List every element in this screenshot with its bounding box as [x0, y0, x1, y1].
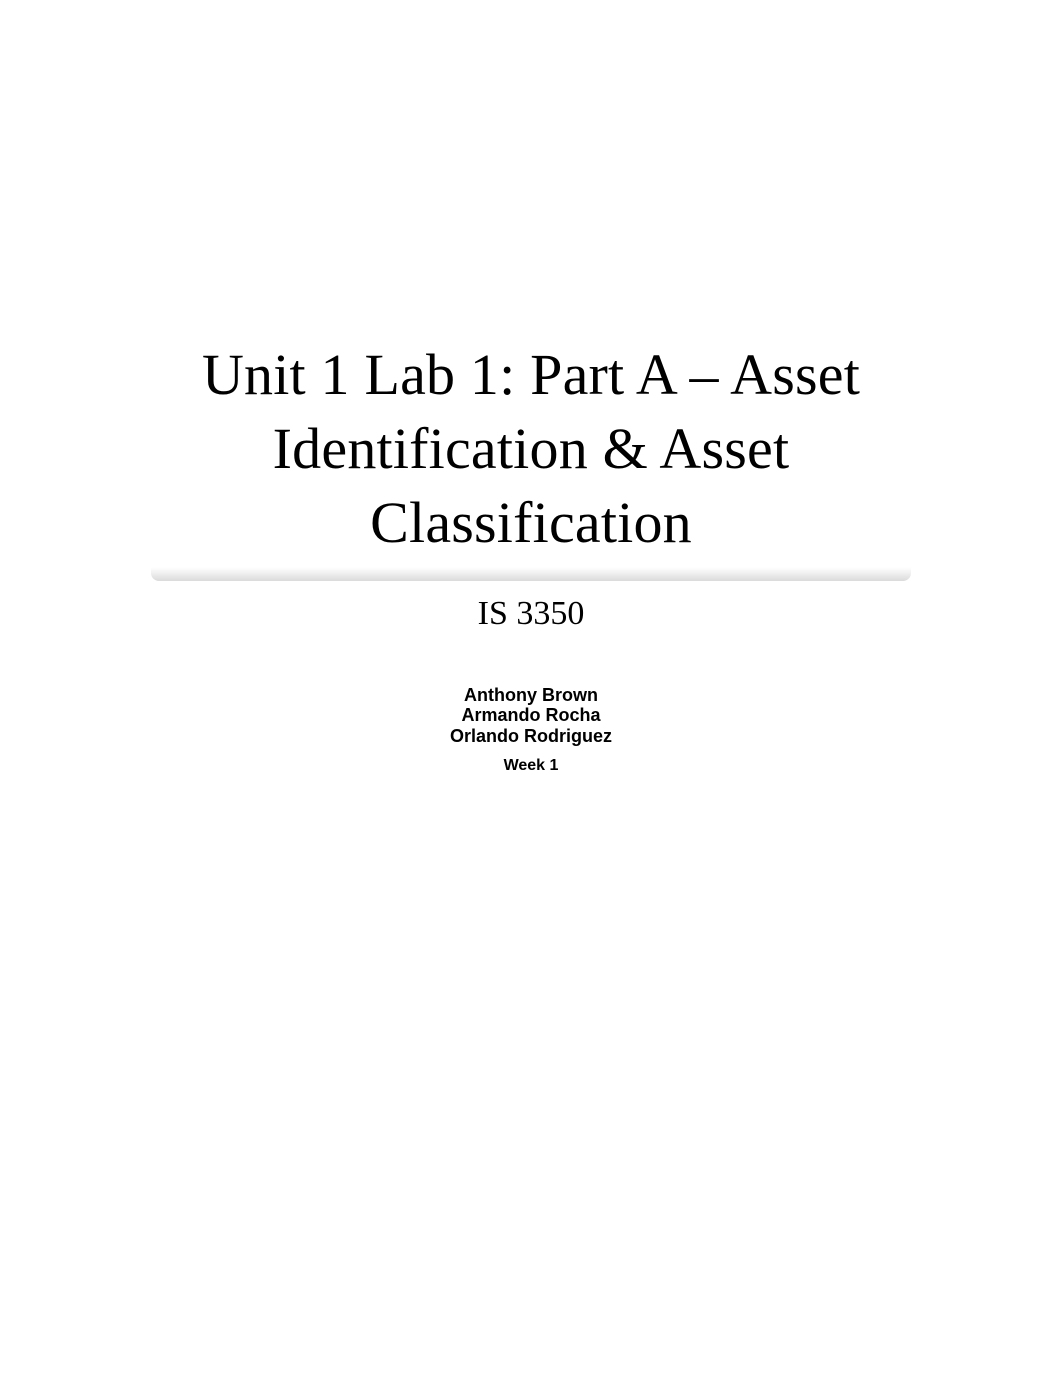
title-line-3: Classification	[370, 490, 692, 555]
author-name-1: Anthony Brown	[0, 685, 1062, 706]
title-underline-shadow	[151, 567, 911, 581]
cover-page: Unit 1 Lab 1: Part A – Asset Identificat…	[0, 0, 1062, 1377]
author-name-3: Orlando Rodriguez	[0, 726, 1062, 747]
week-label: Week 1	[0, 757, 1062, 775]
title-line-2: Identification & Asset	[273, 416, 790, 481]
author-name-2: Armando Rocha	[0, 705, 1062, 726]
authors-block: Anthony Brown Armando Rocha Orlando Rodr…	[0, 685, 1062, 775]
course-code: IS 3350	[80, 595, 982, 633]
title-block: Unit 1 Lab 1: Part A – Asset Identificat…	[0, 338, 1062, 633]
title-line-1: Unit 1 Lab 1: Part A – Asset	[202, 342, 860, 407]
document-title: Unit 1 Lab 1: Part A – Asset Identificat…	[80, 338, 982, 561]
